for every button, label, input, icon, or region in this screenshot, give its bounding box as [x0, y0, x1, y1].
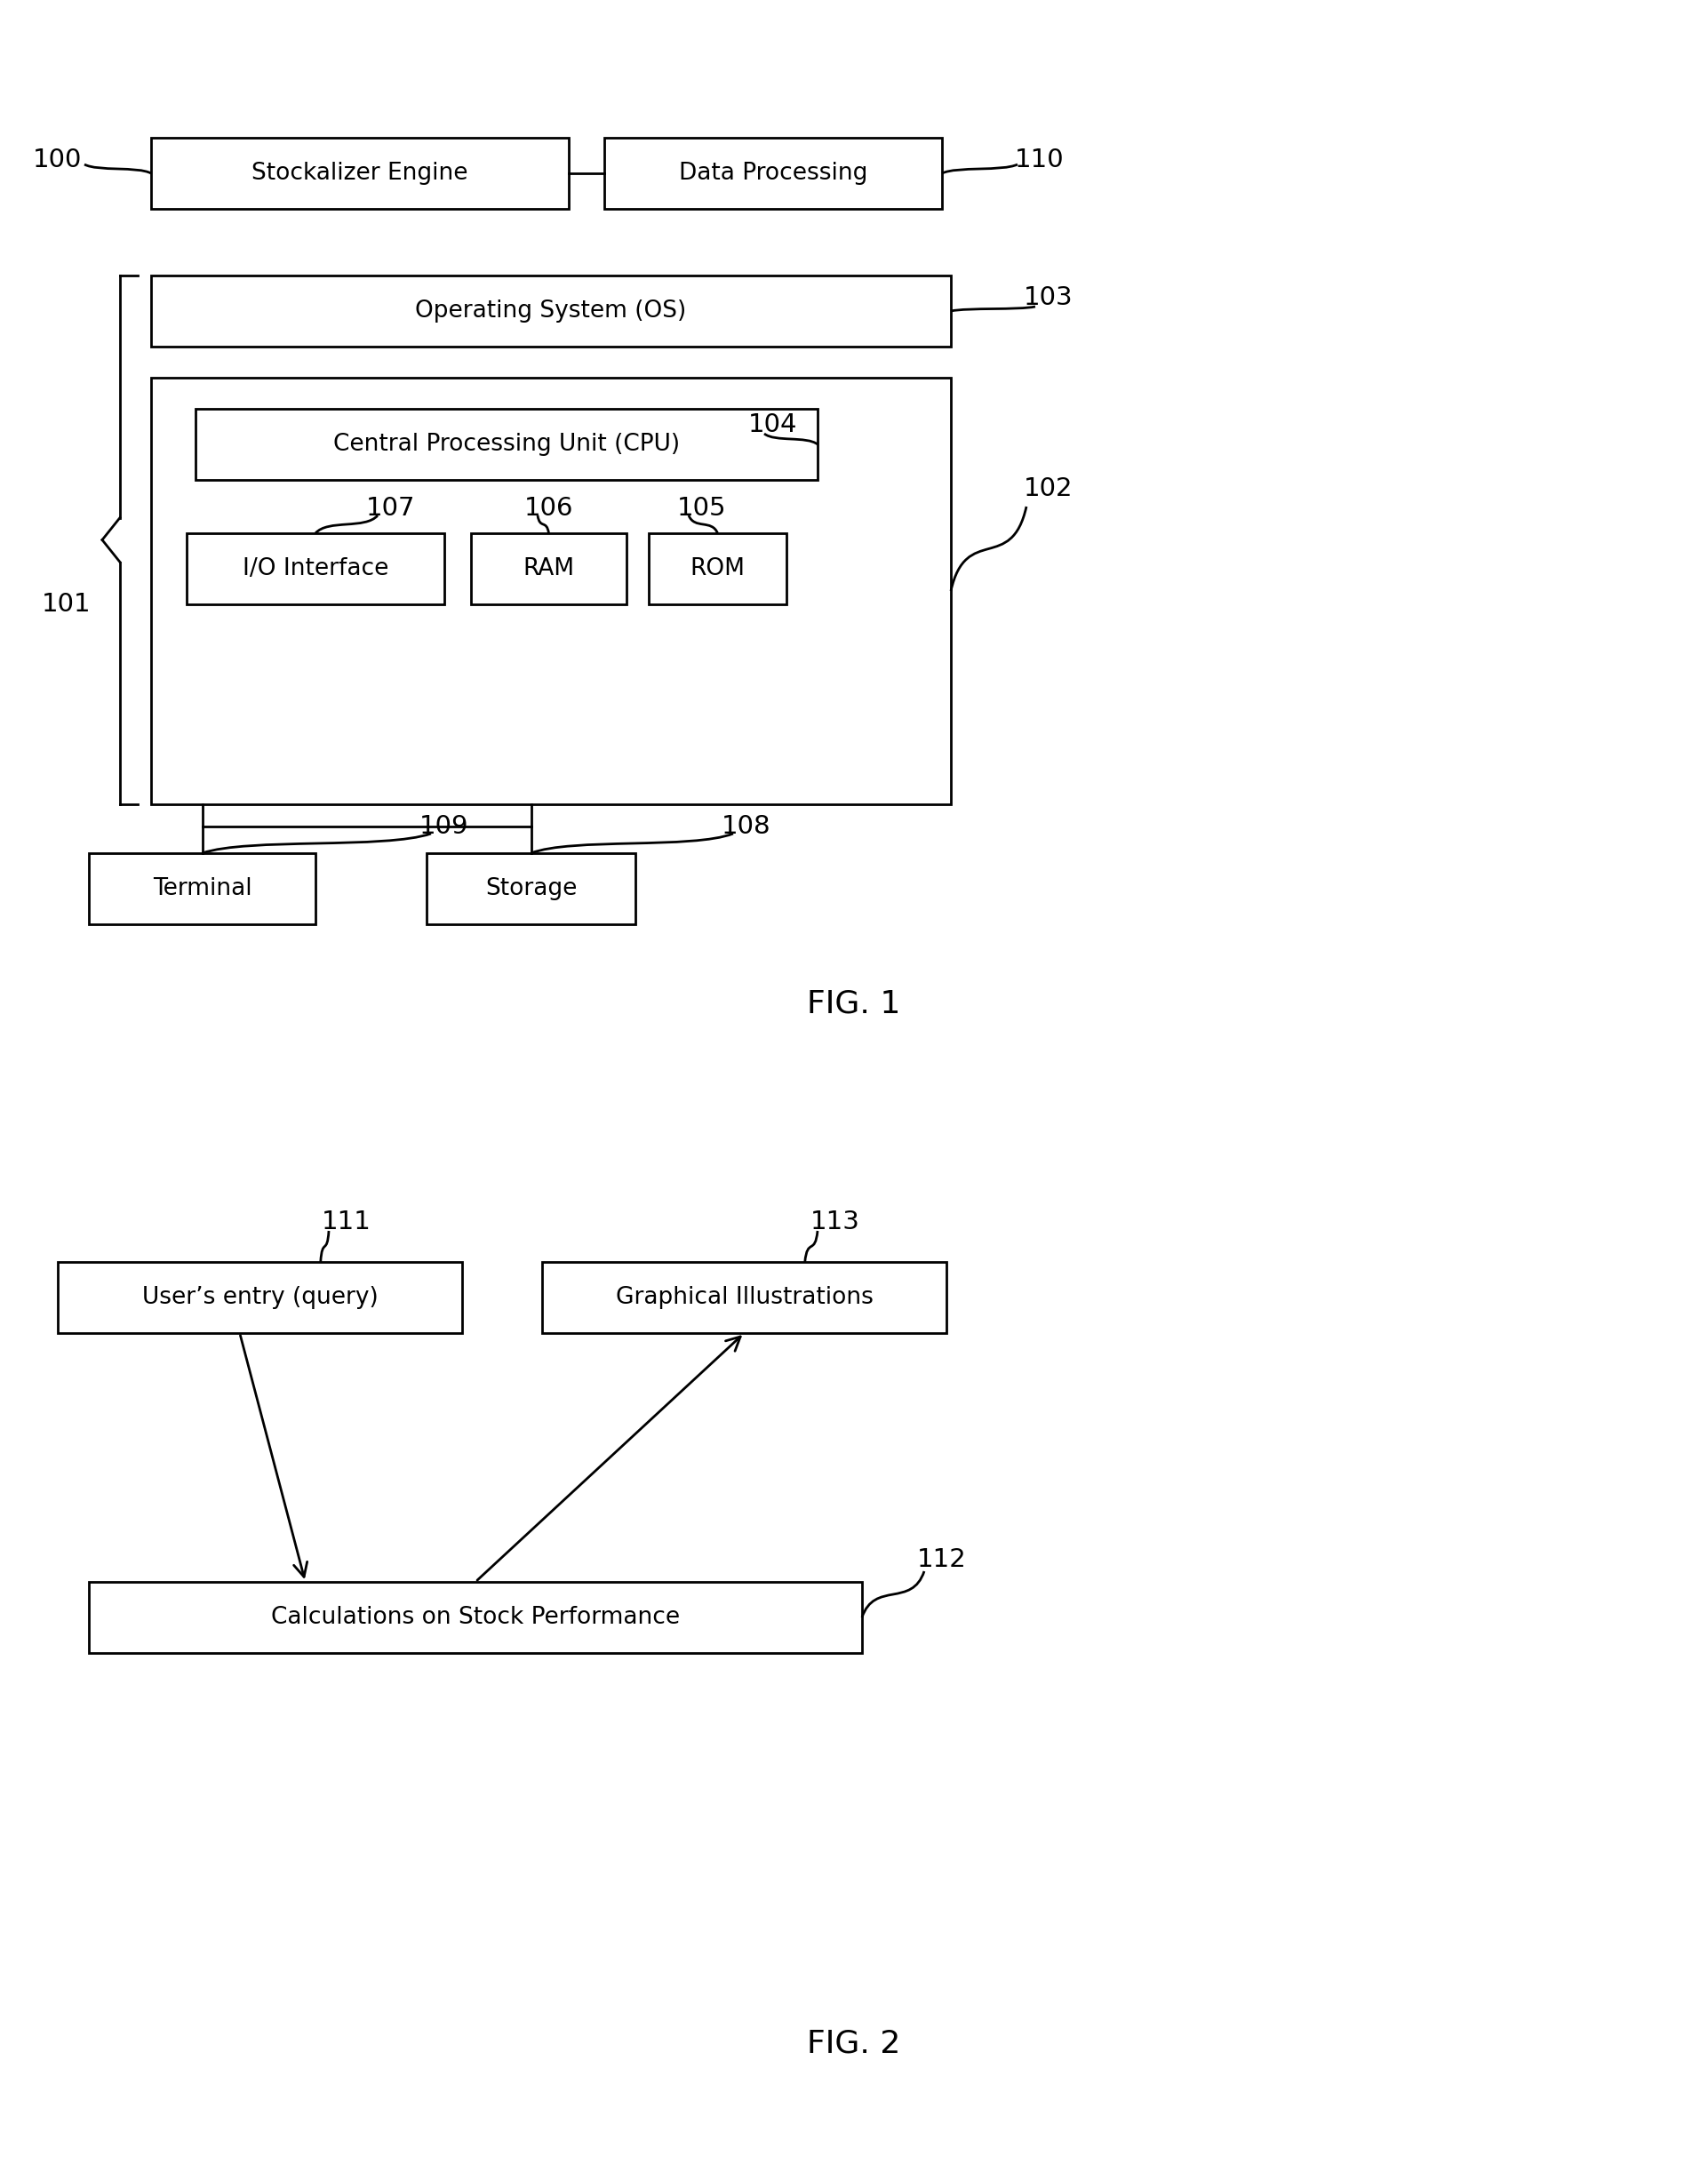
- Bar: [541, 1262, 946, 1334]
- Text: FIG. 1: FIG. 1: [808, 988, 900, 1019]
- Text: 103: 103: [1023, 285, 1073, 311]
- Text: Calculations on Stock Performance: Calculations on Stock Performance: [272, 1605, 680, 1629]
- Text: 101: 101: [43, 593, 91, 617]
- Bar: [89, 854, 316, 925]
- Text: 111: 111: [321, 1210, 371, 1234]
- Text: Storage: Storage: [485, 877, 577, 899]
- Text: 113: 113: [811, 1210, 861, 1234]
- Bar: [471, 532, 627, 604]
- Text: 106: 106: [524, 495, 574, 521]
- Bar: [186, 532, 444, 604]
- Text: 100: 100: [32, 148, 82, 172]
- Text: 110: 110: [1015, 148, 1064, 172]
- Bar: [58, 1262, 463, 1334]
- Bar: [150, 276, 951, 348]
- Text: FIG. 2: FIG. 2: [808, 2029, 900, 2059]
- Bar: [195, 408, 818, 480]
- Text: I/O Interface: I/O Interface: [243, 558, 388, 580]
- Text: Data Processing: Data Processing: [678, 161, 868, 185]
- Text: ROM: ROM: [690, 558, 745, 580]
- Text: 104: 104: [748, 413, 798, 437]
- Text: User’s entry (query): User’s entry (query): [142, 1286, 377, 1310]
- Text: Stockalizer Engine: Stockalizer Engine: [251, 161, 468, 185]
- Text: 112: 112: [917, 1546, 967, 1573]
- Bar: [150, 378, 951, 804]
- Text: RAM: RAM: [523, 558, 574, 580]
- Text: Operating System (OS): Operating System (OS): [415, 300, 687, 324]
- Bar: [89, 1581, 863, 1653]
- Text: 109: 109: [420, 814, 470, 838]
- Text: Terminal: Terminal: [152, 877, 251, 899]
- Text: Graphical Illustrations: Graphical Illustrations: [615, 1286, 873, 1310]
- Text: 102: 102: [1025, 476, 1073, 502]
- Text: 107: 107: [366, 495, 415, 521]
- Bar: [150, 137, 569, 209]
- Bar: [427, 854, 635, 925]
- Text: 108: 108: [722, 814, 772, 838]
- Text: 105: 105: [678, 495, 726, 521]
- Text: Central Processing Unit (CPU): Central Processing Unit (CPU): [333, 432, 680, 456]
- Bar: [605, 137, 943, 209]
- Bar: [649, 532, 786, 604]
